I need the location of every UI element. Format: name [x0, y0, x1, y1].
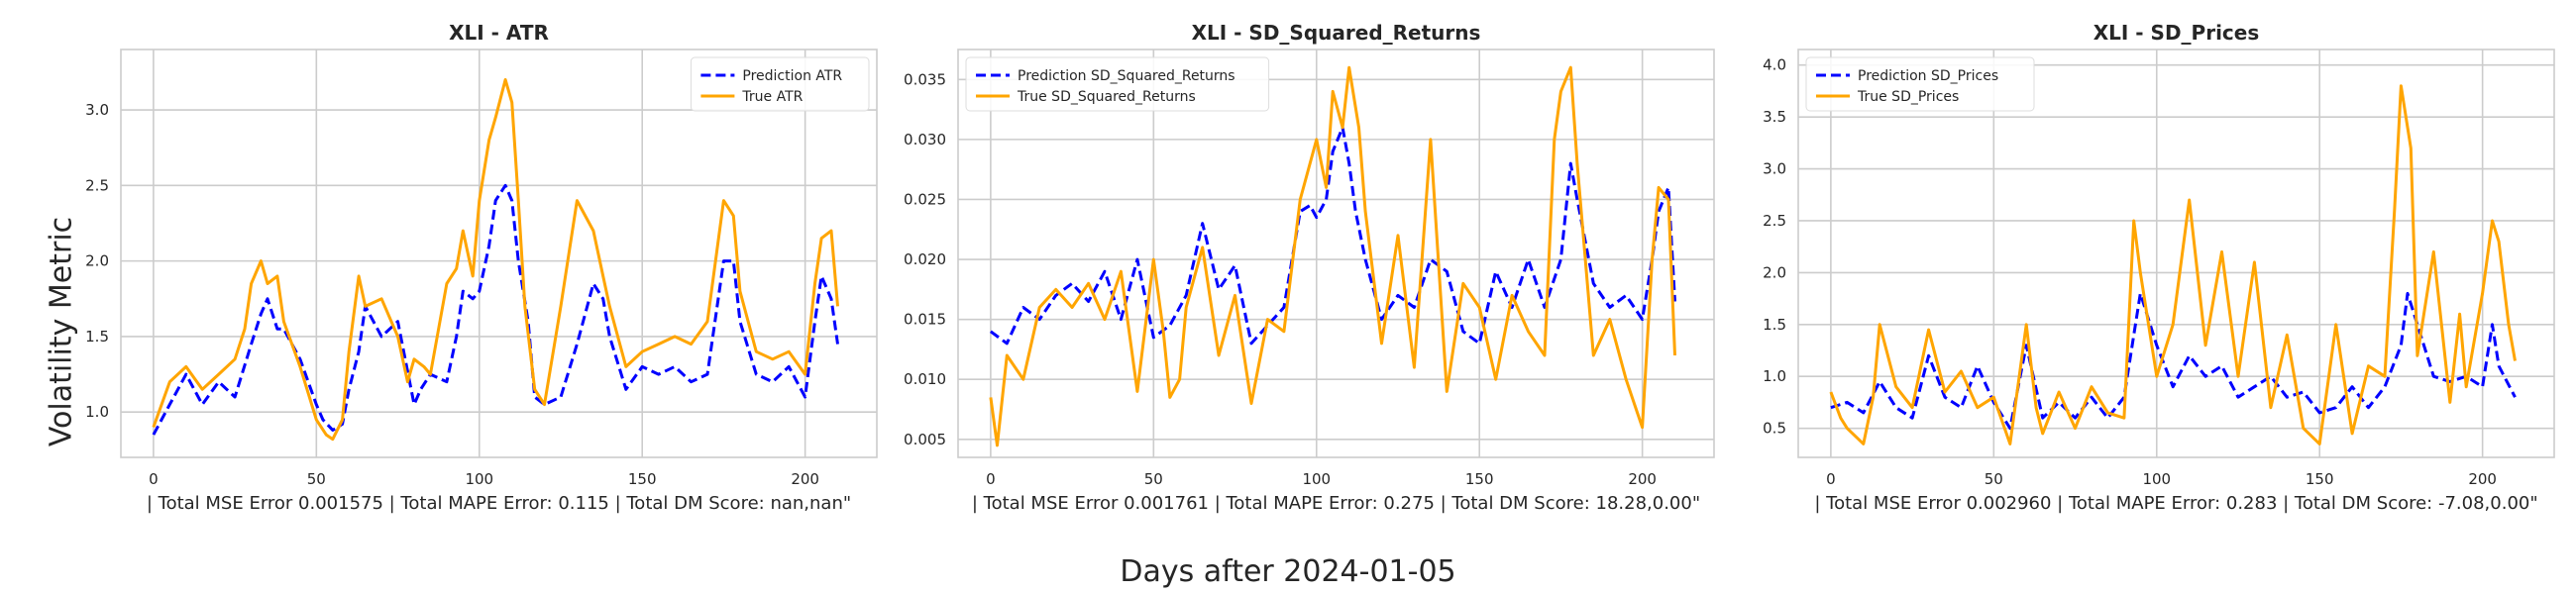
legend: Prediction SD_Squared_Returns True SD_Squ… — [965, 56, 1270, 112]
x-tick-label: 200 — [2468, 470, 2497, 488]
x-axis-label: | Total MSE Error 0.001761 | Total MAPE … — [972, 493, 1700, 514]
chart-title: XLI - ATR — [449, 21, 549, 45]
x-tick-label: 100 — [1302, 470, 1331, 488]
x-tick-label: 150 — [628, 470, 657, 488]
legend-entry: Prediction ATR — [742, 68, 842, 84]
y-tick-label: 2.5 — [1763, 212, 1786, 230]
series-line-prediction-atr — [152, 183, 839, 436]
series-line-prediction-sd-squared-returns — [990, 126, 1676, 346]
y-tick-label: 2.5 — [85, 176, 109, 194]
x-axis-label: | Total MSE Error 0.002960 | Total MAPE … — [1814, 493, 2537, 514]
y-tick-label: 3.0 — [1763, 160, 1786, 178]
legend-box — [965, 56, 1270, 112]
y-tick-label: 4.0 — [1763, 56, 1786, 74]
plot-frame — [120, 49, 878, 458]
y-tick-label: 0.030 — [904, 131, 946, 148]
y-tick-label: 1.5 — [1763, 316, 1786, 334]
chart-title: XLI - SD_Squared_Returns — [1192, 21, 1481, 45]
y-tick-label: 1.0 — [85, 403, 109, 421]
y-tick-label: 3.0 — [85, 101, 109, 119]
legend-entry: True ATR — [741, 89, 803, 105]
series-line-true-sd-prices — [1829, 84, 2517, 446]
legend-box — [1805, 56, 2035, 112]
y-tick-label: 0.010 — [904, 370, 946, 388]
y-tick-label: 0.015 — [904, 311, 946, 329]
y-tick-label: 0.025 — [904, 190, 946, 208]
figure-x-axis-label: Days after 2024-01-05 — [1120, 554, 1456, 589]
x-tick-label: 200 — [791, 470, 819, 488]
x-tick-label: 200 — [1628, 470, 1657, 488]
chart-panel-1: 0 50 100 150 200 1.0 1.5 2.0 2.5 3.0 XLI - ATR | To… — [85, 21, 878, 514]
x-tick-label: 100 — [465, 470, 493, 488]
y-tick-label: 3.5 — [1763, 108, 1786, 126]
figure-y-axis-label: Volatility Metric — [44, 216, 79, 447]
y-tick-label: 1.5 — [85, 328, 109, 346]
chart-panel-2: 0 50 100 150 200 0.005 0.010 0.015 0.020 0.025 0.0… — [904, 21, 1715, 514]
legend: Prediction ATR True ATR — [690, 56, 870, 112]
y-tick-label: 0.5 — [1763, 420, 1786, 438]
y-tick-label: 2.0 — [1763, 263, 1786, 281]
x-tick-label: 100 — [2142, 470, 2171, 488]
legend-entry: True SD_Squared_Returns — [1017, 89, 1196, 105]
plot-frame — [957, 49, 1715, 458]
legend-entry: True SD_Prices — [1857, 89, 1959, 105]
series-line-prediction-sd-prices — [1830, 291, 2517, 431]
x-tick-label: 50 — [307, 470, 326, 488]
x-tick-label: 50 — [1985, 470, 2003, 488]
x-tick-label: 0 — [1826, 470, 1836, 488]
legend: Prediction SD_Prices True SD_Prices — [1805, 56, 2035, 112]
x-axis-label: | Total MSE Error 0.001575 | Total MAPE … — [147, 493, 851, 514]
x-tick-label: 150 — [2306, 470, 2334, 488]
y-tick-label: 0.005 — [904, 431, 946, 448]
series-line-true-atr — [152, 78, 839, 442]
x-tick-label: 0 — [986, 470, 996, 488]
x-tick-label: 150 — [1465, 470, 1494, 488]
legend-entry: Prediction SD_Squared_Returns — [1018, 68, 1235, 84]
y-tick-label: 0.035 — [904, 70, 946, 88]
series-line-true-sd-squared-returns — [989, 65, 1676, 447]
y-tick-label: 2.0 — [85, 252, 109, 270]
chart-panel-3: 0 50 100 150 200 0.5 1.0 1.5 2.0 2.5 3.0 3.5 4.0 XLI … — [1763, 21, 2555, 514]
y-tick-label: 1.0 — [1763, 367, 1786, 385]
y-tick-label: 0.020 — [904, 250, 946, 268]
legend-entry: Prediction SD_Prices — [1858, 68, 1998, 84]
chart-title: XLI - SD_Prices — [2093, 21, 2260, 45]
legend-box — [690, 56, 870, 112]
x-tick-label: 50 — [1144, 470, 1163, 488]
plot-frame — [1797, 49, 2555, 458]
x-tick-label: 0 — [149, 470, 159, 488]
